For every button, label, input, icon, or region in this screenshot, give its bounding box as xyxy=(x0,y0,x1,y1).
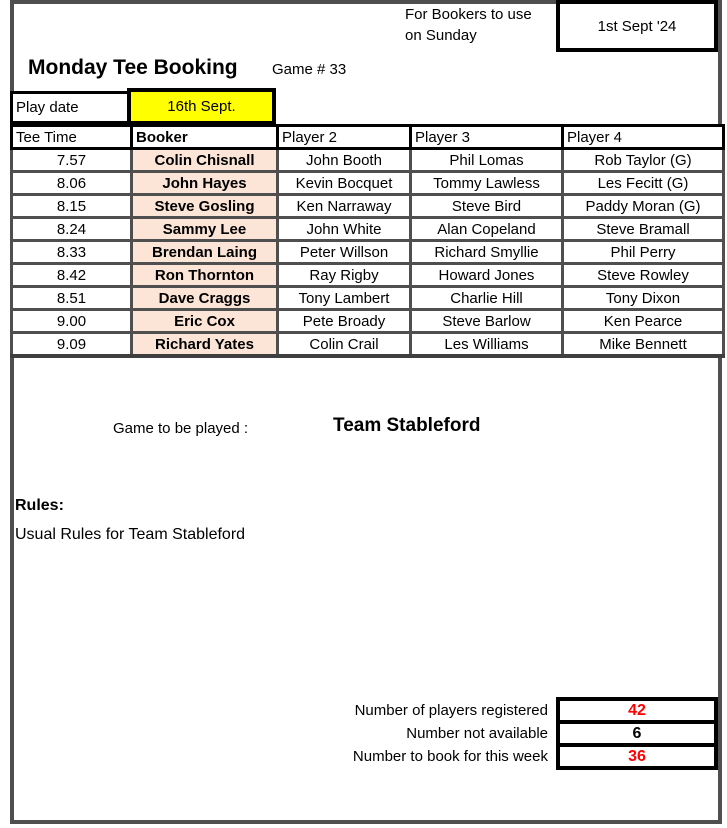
player3-cell: Alan Copeland xyxy=(409,216,564,242)
game-to-be-played-value: Team Stableford xyxy=(333,415,481,436)
booker-cell: Ron Thornton xyxy=(130,262,279,288)
summary-row: Number to book for this week 36 xyxy=(0,743,718,770)
tee-time-cell: 8.06 xyxy=(10,170,133,196)
column-header-player4: Player 4 xyxy=(561,124,725,150)
column-header-player2: Player 2 xyxy=(276,124,412,150)
player4-cell: Steve Rowley xyxy=(561,262,725,288)
player4-cell: Mike Bennett xyxy=(561,331,725,358)
players-registered-label: Number of players registered xyxy=(354,702,548,719)
summary-row: Number of players registered 42 xyxy=(0,697,718,724)
rules-text: Usual Rules for Team Stableford xyxy=(15,526,246,543)
summary-section: Number of players registered 42 Number n… xyxy=(0,697,718,770)
tee-time-cell: 9.09 xyxy=(10,331,133,358)
table-row: 7.57 Colin Chisnall John Booth Phil Loma… xyxy=(10,147,725,173)
table-row: 9.00 Eric Cox Pete Broady Steve Barlow K… xyxy=(10,308,725,334)
booker-cell: John Hayes xyxy=(130,170,279,196)
player3-cell: Tommy Lawless xyxy=(409,170,564,196)
to-book-value: 36 xyxy=(628,747,646,765)
player2-cell: Peter Willson xyxy=(276,239,412,265)
table-row: 8.24 Sammy Lee John White Alan Copeland … xyxy=(10,216,725,242)
table-row: 9.09 Richard Yates Colin Crail Les Willi… xyxy=(10,331,725,358)
column-header-player3: Player 3 xyxy=(409,124,564,150)
player3-cell: Richard Smyllie xyxy=(409,239,564,265)
booker-cell: Brendan Laing xyxy=(130,239,279,265)
player2-cell: Ray Rigby xyxy=(276,262,412,288)
tee-time-cell: 9.00 xyxy=(10,308,133,334)
tee-time-cell: 8.42 xyxy=(10,262,133,288)
tee-booking-table: Tee Time Booker Player 2 Player 3 Player… xyxy=(10,124,725,358)
player4-cell: Les Fecitt (G) xyxy=(561,170,725,196)
player4-cell: Phil Perry xyxy=(561,239,725,265)
player3-cell: Steve Bird xyxy=(409,193,564,219)
table-row: 8.51 Dave Craggs Tony Lambert Charlie Hi… xyxy=(10,285,725,311)
player3-cell: Steve Barlow xyxy=(409,308,564,334)
summary-row: Number not available 6 xyxy=(0,720,718,747)
to-book-value-box: 36 xyxy=(556,743,718,770)
booker-cell: Richard Yates xyxy=(130,331,279,358)
booker-usage-note: For Bookers to use on Sunday xyxy=(405,4,565,46)
tee-time-cell: 8.33 xyxy=(10,239,133,265)
player4-cell: Paddy Moran (G) xyxy=(561,193,725,219)
booker-usage-note-line2: on Sunday xyxy=(405,27,477,44)
player2-cell: Ken Narraway xyxy=(276,193,412,219)
to-book-label: Number to book for this week xyxy=(352,748,548,765)
tee-time-cell: 8.15 xyxy=(10,193,133,219)
play-date-label: Play date xyxy=(10,91,130,124)
table-row: 8.42 Ron Thornton Ray Rigby Howard Jones… xyxy=(10,262,725,288)
play-date-value: 16th Sept. xyxy=(127,88,276,125)
player3-cell: Charlie Hill xyxy=(409,285,564,311)
booker-cell: Sammy Lee xyxy=(130,216,279,242)
player2-cell: John White xyxy=(276,216,412,242)
tee-time-cell: 7.57 xyxy=(10,147,133,173)
issue-date: 1st Sept '24 xyxy=(597,17,677,35)
issue-date-box: 1st Sept '24 xyxy=(556,0,718,52)
game-to-be-played-label: Game to be played : xyxy=(113,420,249,437)
player4-cell: Steve Bramall xyxy=(561,216,725,242)
booker-cell: Eric Cox xyxy=(130,308,279,334)
not-available-label: Number not available xyxy=(406,725,548,742)
table-row: 8.15 Steve Gosling Ken Narraway Steve Bi… xyxy=(10,193,725,219)
booker-cell: Steve Gosling xyxy=(130,193,279,219)
page-title: Monday Tee Booking xyxy=(28,56,238,79)
table-row: 8.06 John Hayes Kevin Bocquet Tommy Lawl… xyxy=(10,170,725,196)
booker-cell: Dave Craggs xyxy=(130,285,279,311)
not-available-value: 6 xyxy=(632,724,642,742)
tee-time-cell: 8.24 xyxy=(10,216,133,242)
rules-heading: Rules: xyxy=(15,497,64,514)
player2-cell: Colin Crail xyxy=(276,331,412,358)
column-header-booker: Booker xyxy=(130,124,279,150)
player4-cell: Tony Dixon xyxy=(561,285,725,311)
table-row: 8.33 Brendan Laing Peter Willson Richard… xyxy=(10,239,725,265)
player3-cell: Howard Jones xyxy=(409,262,564,288)
player2-cell: Kevin Bocquet xyxy=(276,170,412,196)
booker-usage-note-line1: For Bookers to use xyxy=(405,6,532,23)
tee-time-cell: 8.51 xyxy=(10,285,133,311)
booker-cell: Colin Chisnall xyxy=(130,147,279,173)
column-header-tee-time: Tee Time xyxy=(10,124,133,150)
player2-cell: Pete Broady xyxy=(276,308,412,334)
players-registered-value: 42 xyxy=(628,701,646,719)
player3-cell: Phil Lomas xyxy=(409,147,564,173)
game-number: Game # 33 xyxy=(272,61,347,78)
player4-cell: Ken Pearce xyxy=(561,308,725,334)
table-header-row: Tee Time Booker Player 2 Player 3 Player… xyxy=(10,124,725,150)
player4-cell: Rob Taylor (G) xyxy=(561,147,725,173)
player3-cell: Les Williams xyxy=(409,331,564,358)
player2-cell: Tony Lambert xyxy=(276,285,412,311)
page-border xyxy=(10,0,722,824)
player2-cell: John Booth xyxy=(276,147,412,173)
